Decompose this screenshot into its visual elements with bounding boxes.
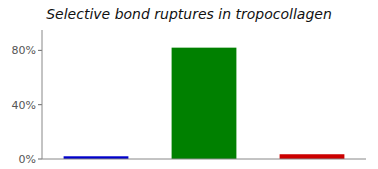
y-tick-label: 0% bbox=[19, 153, 36, 166]
y-tick bbox=[38, 159, 42, 160]
y-axis-line bbox=[42, 30, 43, 159]
y-tick bbox=[38, 104, 42, 105]
y-tick-label: 80% bbox=[12, 44, 36, 57]
x-axis-line bbox=[42, 159, 366, 160]
bar bbox=[280, 154, 345, 159]
y-tick-label: 40% bbox=[12, 99, 36, 112]
chart-svg: Selective bond ruptures in tropocollagen… bbox=[0, 0, 378, 169]
title: Selective bond ruptures in tropocollagen bbox=[46, 6, 332, 22]
chart-container: Selective bond ruptures in tropocollagen… bbox=[0, 0, 378, 169]
y-tick bbox=[38, 50, 42, 51]
y-axis-group: 0% 40% 80% bbox=[12, 44, 42, 166]
bars bbox=[64, 48, 345, 159]
bar bbox=[172, 48, 237, 159]
